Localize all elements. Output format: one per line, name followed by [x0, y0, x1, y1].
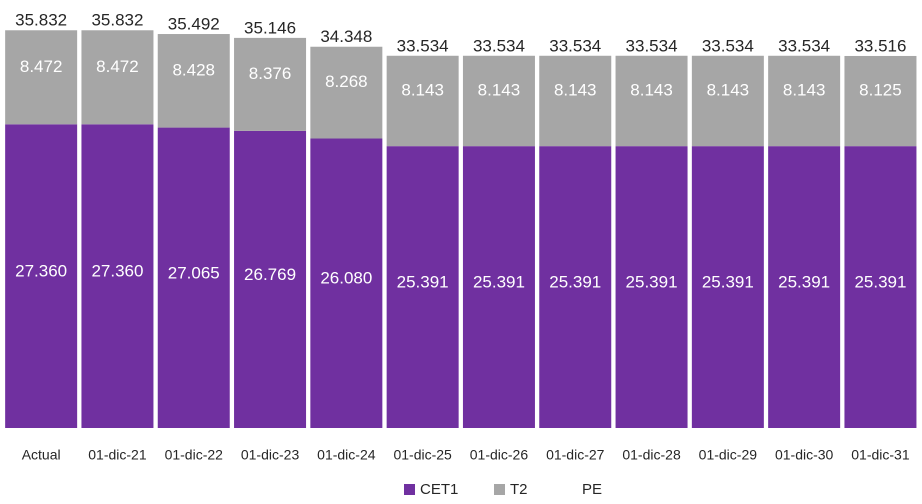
- bar-t2: [844, 55, 917, 147]
- legend-label: PE: [582, 481, 602, 498]
- legend-swatch: [566, 484, 577, 495]
- data-label-cet1: 25.391: [778, 273, 830, 292]
- data-label-t2: 8.125: [859, 81, 902, 100]
- bar-t2: [157, 34, 230, 128]
- data-label-t2: 8.472: [20, 57, 63, 76]
- data-label-total: 35.832: [15, 11, 67, 30]
- bar-cet1: [234, 130, 307, 428]
- data-label-cet1: 25.391: [702, 273, 754, 292]
- bar-cet1: [386, 146, 459, 428]
- bar-t2: [81, 30, 154, 125]
- data-label-cet1: 25.391: [549, 273, 601, 292]
- data-label-cet1: 25.391: [854, 273, 906, 292]
- bar-cet1: [615, 146, 688, 428]
- x-tick-label: 01-dic-22: [165, 447, 224, 463]
- data-label-total: 33.534: [626, 36, 678, 55]
- data-label-total: 35.832: [91, 11, 143, 30]
- data-label-cet1: 27.360: [15, 262, 67, 281]
- data-label-total: 33.534: [549, 36, 601, 55]
- data-label-cet1: 26.080: [320, 269, 372, 288]
- bar-t2: [5, 30, 78, 125]
- data-label-t2: 8.143: [707, 80, 750, 99]
- legend-swatch: [494, 484, 505, 495]
- bar-t2: [462, 55, 535, 147]
- x-tick-label: 01-dic-28: [622, 447, 681, 463]
- data-label-total: 33.534: [473, 36, 525, 55]
- bar-t2: [768, 55, 841, 147]
- bar-cet1: [462, 146, 535, 428]
- x-tick-label: 01-dic-29: [699, 447, 758, 463]
- data-label-t2: 8.143: [554, 80, 597, 99]
- data-label-t2: 8.143: [478, 80, 521, 99]
- legend-swatch: [404, 484, 415, 495]
- bar-t2: [234, 37, 307, 131]
- x-tick-label: 01-dic-26: [470, 447, 529, 463]
- x-tick-label: 01-dic-31: [851, 447, 910, 463]
- x-tick-label: 01-dic-25: [393, 447, 452, 463]
- data-label-t2: 8.143: [783, 80, 826, 99]
- data-label-cet1: 27.065: [168, 263, 220, 282]
- bar-t2: [539, 55, 612, 147]
- data-label-cet1: 27.360: [91, 262, 143, 281]
- x-tick-label: 01-dic-30: [775, 447, 834, 463]
- bar-t2: [310, 46, 383, 139]
- data-label-total: 33.534: [397, 36, 449, 55]
- bar-t2: [615, 55, 688, 147]
- data-label-t2: 8.268: [325, 72, 368, 91]
- bar-cet1: [768, 146, 841, 428]
- data-label-cet1: 25.391: [397, 273, 449, 292]
- bar-cet1: [81, 124, 154, 428]
- x-tick-label: Actual: [22, 447, 61, 463]
- bar-cet1: [5, 124, 78, 428]
- legend-label: T2: [510, 481, 528, 498]
- data-label-cet1: 26.769: [244, 265, 296, 284]
- data-label-cet1: 25.391: [626, 273, 678, 292]
- data-label-t2: 8.428: [172, 60, 215, 79]
- bar-cet1: [310, 138, 383, 428]
- data-label-total: 34.348: [320, 27, 372, 46]
- data-label-total: 33.534: [702, 36, 754, 55]
- bar-cet1: [844, 146, 917, 428]
- x-tick-label: 01-dic-27: [546, 447, 605, 463]
- data-label-t2: 8.472: [96, 57, 139, 76]
- x-tick-label: 01-dic-24: [317, 447, 376, 463]
- data-label-t2: 8.143: [630, 80, 673, 99]
- x-tick-label: 01-dic-21: [88, 447, 147, 463]
- legend-label: CET1: [420, 481, 458, 498]
- data-label-t2: 8.376: [249, 64, 292, 83]
- data-label-total: 35.492: [168, 15, 220, 34]
- data-label-total: 35.146: [244, 18, 296, 37]
- bar-cet1: [539, 146, 612, 428]
- data-label-cet1: 25.391: [473, 273, 525, 292]
- data-label-total: 33.516: [854, 36, 906, 55]
- bar-t2: [691, 55, 764, 147]
- bar-cet1: [157, 127, 230, 429]
- bar-cet1: [691, 146, 764, 428]
- x-tick-label: 01-dic-23: [241, 447, 300, 463]
- data-label-total: 33.534: [778, 36, 830, 55]
- data-label-t2: 8.143: [401, 80, 444, 99]
- bar-t2: [386, 55, 459, 147]
